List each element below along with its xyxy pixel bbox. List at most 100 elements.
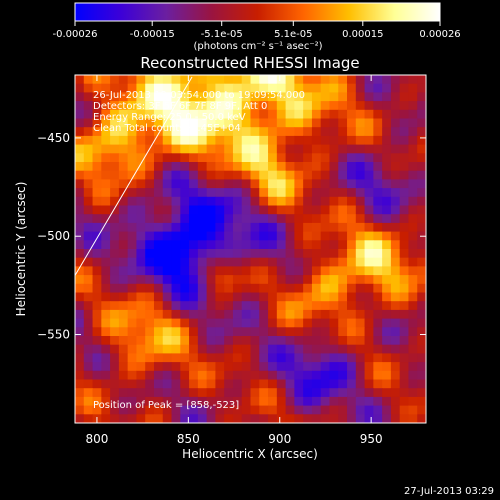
x-tick-label: 850 xyxy=(177,432,200,446)
heatmap-cell xyxy=(197,309,208,319)
heatmap-cell xyxy=(206,214,216,224)
heatmap-cell xyxy=(180,92,190,102)
heatmap-cell xyxy=(145,318,155,328)
heatmap-cell xyxy=(311,83,322,93)
heatmap-cell xyxy=(338,362,348,372)
heatmap-cell xyxy=(118,301,129,311)
heatmap-cell xyxy=(268,101,278,111)
heatmap-cell xyxy=(373,249,383,259)
heatmap-cell xyxy=(127,231,137,241)
heatmap-cell xyxy=(153,144,164,154)
heatmap-cell xyxy=(338,153,348,163)
heatmap-cell xyxy=(399,396,409,406)
heatmap-cell xyxy=(232,405,243,415)
heatmap-cell xyxy=(171,109,181,119)
heatmap-cell xyxy=(329,214,339,224)
heatmap-cell xyxy=(101,327,111,337)
heatmap-cell xyxy=(162,144,172,154)
heatmap-cell xyxy=(382,370,392,380)
heatmap-cell xyxy=(92,222,102,232)
heatmap-cell xyxy=(83,101,93,111)
heatmap-cell xyxy=(373,179,383,189)
heatmap-cell xyxy=(276,318,287,328)
heatmap-cell xyxy=(127,301,137,311)
heatmap-cell xyxy=(101,336,111,346)
heatmap-cell xyxy=(259,266,269,276)
heatmap-cell xyxy=(373,327,383,337)
heatmap-cell xyxy=(373,266,383,276)
heatmap-cell xyxy=(145,92,155,102)
heatmap-cell xyxy=(417,362,426,372)
heatmap-cell xyxy=(189,153,199,163)
heatmap-cell xyxy=(276,257,287,267)
heatmap-cell xyxy=(390,257,401,267)
heatmap-cell xyxy=(241,405,251,415)
heatmap-cell xyxy=(162,231,172,241)
heatmap-cell xyxy=(347,396,357,406)
heatmap-cell xyxy=(127,309,137,319)
heatmap-cell xyxy=(390,292,401,302)
heatmap-cell xyxy=(215,162,225,172)
heatmap-cell xyxy=(224,205,234,215)
heatmap-cell xyxy=(215,170,225,180)
heatmap-cell xyxy=(355,414,365,423)
heatmap-cell xyxy=(101,162,111,172)
heatmap-cell xyxy=(276,162,287,172)
heatmap-cell xyxy=(136,309,146,319)
heatmap-cell xyxy=(206,405,216,415)
heatmap-cell xyxy=(408,92,418,102)
plot-frame xyxy=(74,74,427,424)
heatmap-cell xyxy=(162,292,172,302)
heatmap-cell xyxy=(153,240,164,250)
heatmap-cell xyxy=(162,344,172,354)
heatmap-cell xyxy=(145,240,155,250)
heatmap-cell xyxy=(329,83,339,93)
heatmap-cell xyxy=(408,83,418,93)
heatmap-cell xyxy=(399,135,409,145)
heatmap-cell xyxy=(224,83,234,93)
heatmap-cell xyxy=(92,370,102,380)
heatmap-cell xyxy=(171,222,181,232)
heatmap-cell xyxy=(390,231,401,241)
heatmap-cell xyxy=(294,75,304,85)
heatmap-cell xyxy=(408,414,418,423)
heatmap-cell xyxy=(75,109,85,119)
heatmap-cell xyxy=(171,353,181,363)
heatmap-cell xyxy=(127,196,137,206)
heatmap-cell xyxy=(92,379,102,389)
heatmap-cell xyxy=(118,162,129,172)
heatmap-cell xyxy=(171,344,181,354)
heatmap-cell xyxy=(75,318,85,328)
heatmap-cell xyxy=(171,318,181,328)
heatmap-cell xyxy=(329,205,339,215)
heatmap-cell xyxy=(364,336,374,346)
heatmap-cell xyxy=(206,75,216,85)
heatmap-cell xyxy=(408,214,418,224)
heatmap-cell xyxy=(417,214,426,224)
heatmap-cell xyxy=(294,83,304,93)
heatmap-cell xyxy=(259,283,269,293)
heatmap-cell xyxy=(285,370,295,380)
heatmap-cell xyxy=(145,75,155,85)
heatmap-cell xyxy=(83,75,93,85)
heatmap-cell xyxy=(171,118,181,128)
heatmap-cell xyxy=(311,353,322,363)
heatmap-cell xyxy=(320,353,330,363)
heatmap-cell xyxy=(311,292,322,302)
heatmap-cell xyxy=(197,370,208,380)
heatmap-cell xyxy=(373,101,383,111)
heatmap-cell xyxy=(127,179,137,189)
heatmap-cell xyxy=(153,205,164,215)
heatmap-cell xyxy=(197,188,208,198)
heatmap-cell xyxy=(145,83,155,93)
heatmap-cell xyxy=(153,396,164,406)
heatmap-cell xyxy=(408,249,418,259)
heatmap-cell xyxy=(329,362,339,372)
heatmap-cell xyxy=(197,362,208,372)
heatmap-cell xyxy=(364,205,374,215)
heatmap-cell xyxy=(285,153,295,163)
heatmap-cell xyxy=(250,249,260,259)
heatmap-cell xyxy=(83,275,93,285)
heatmap-cell xyxy=(145,414,155,423)
heatmap-cell xyxy=(268,275,278,285)
